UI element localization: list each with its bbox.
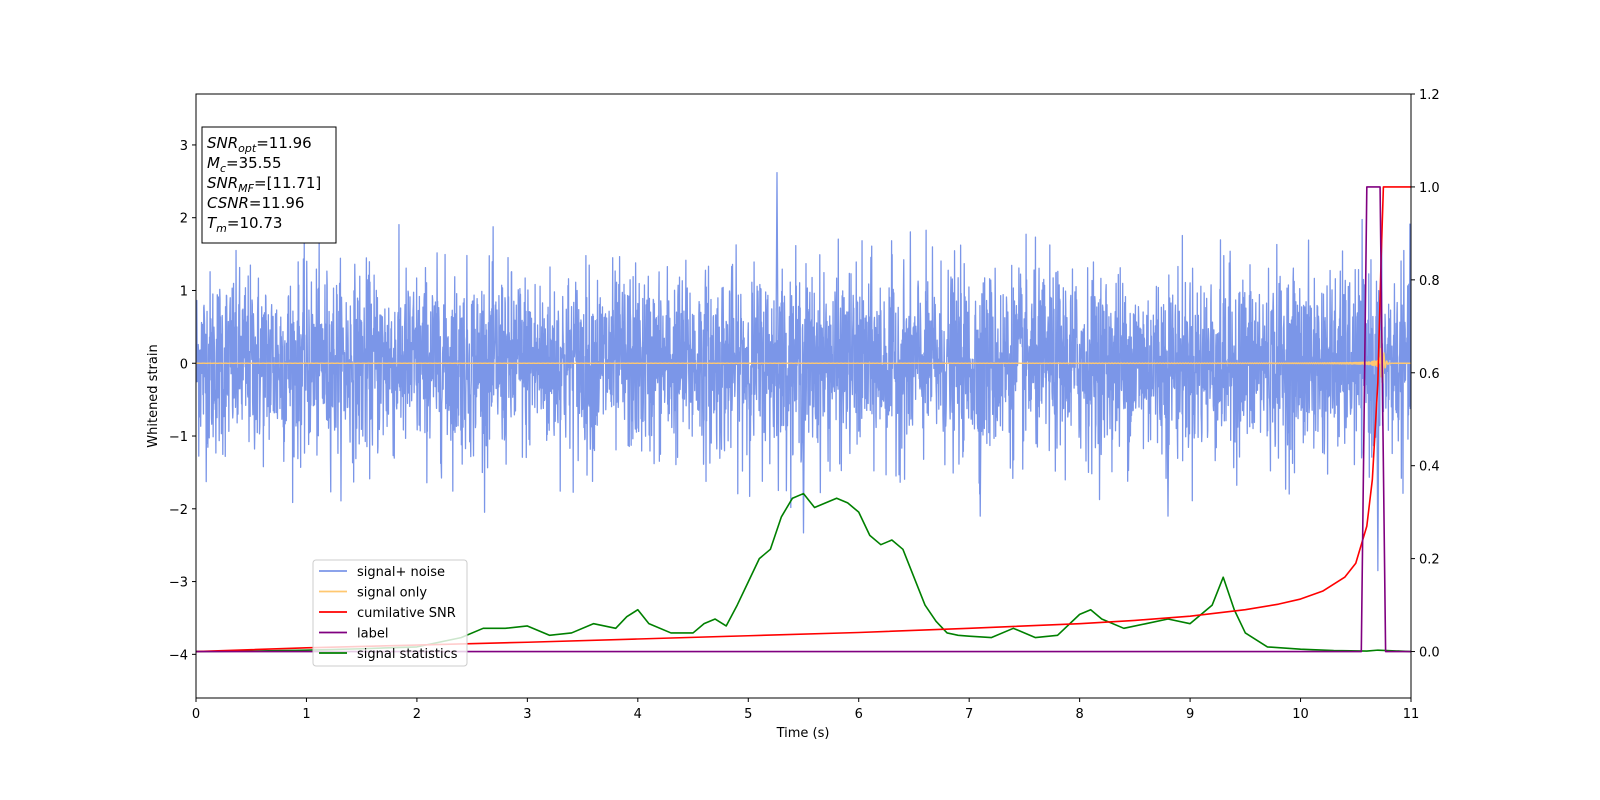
y-left-tick-label: −4 [169, 648, 188, 663]
legend-frame [312, 559, 468, 667]
y-left-tick-label: 3 [180, 139, 188, 154]
x-tick-label: 3 [523, 707, 531, 722]
series-line-cumilative-snr [196, 186, 1411, 653]
info-box-frame [201, 126, 337, 244]
series-line-label [196, 186, 1411, 653]
info-box-line: CSNR=11.96 [207, 194, 304, 212]
legend-label: signal only [357, 586, 427, 601]
right-axis-series [196, 186, 1411, 653]
x-tick-label: 1 [302, 707, 310, 722]
y-axis-left: −4 −3 −2 −1 0 1 2 3 [169, 139, 196, 663]
series-signal-noise [196, 171, 1411, 572]
x-tick-label: 0 [192, 707, 200, 722]
y-right-tick-label: 0.8 [1419, 274, 1440, 289]
y-right-tick-label: 0.4 [1419, 460, 1440, 475]
legend-label: signal statistics [357, 647, 458, 662]
y-left-tick-label: −3 [169, 576, 188, 591]
x-tick-label: 9 [1186, 707, 1194, 722]
y-left-tick-label: −2 [169, 503, 188, 518]
info-box-line: Mc=35.55 [207, 154, 282, 175]
y-left-tick-label: 2 [180, 212, 188, 227]
y-axis-right: 0.0 0.2 0.4 0.6 0.8 1.0 1.2 [1411, 88, 1440, 661]
info-box-line: Tm=10.73 [207, 214, 282, 235]
y-left-tick-label: 1 [180, 284, 188, 299]
info-box: SNRopt=11.96Mc=35.55SNRMF=[11.71]CSNR=11… [201, 126, 337, 244]
plot-frame [195, 93, 1412, 699]
x-tick-label: 4 [634, 707, 642, 722]
legend-label: cumilative SNR [357, 606, 456, 621]
y-right-tick-label: 0.6 [1419, 367, 1440, 382]
y-left-tick-label: 0 [180, 357, 188, 372]
x-tick-label: 6 [855, 707, 863, 722]
series-line-signal-noise [196, 171, 1411, 572]
y-right-tick-label: 1.2 [1419, 88, 1440, 103]
x-axis-title: Time (s) [776, 726, 830, 741]
series-line-signal-statistics [196, 492, 1411, 653]
info-box-line: SNRMF=[11.71] [207, 174, 321, 195]
x-tick-label: 5 [744, 707, 752, 722]
legend-label: label [357, 627, 388, 642]
x-tick-label: 7 [965, 707, 973, 722]
x-tick-label: 10 [1292, 707, 1309, 722]
series-signal-only [196, 329, 1411, 384]
y-right-tick-label: 1.0 [1419, 181, 1440, 196]
info-box-line: SNRopt=11.96 [207, 134, 312, 155]
series-line-signal-only [196, 329, 1411, 384]
x-tick-label: 2 [413, 707, 421, 722]
x-tick-label: 8 [1075, 707, 1083, 722]
y-right-tick-label: 0.2 [1419, 553, 1440, 568]
x-axis: 0 1 2 3 4 5 6 7 8 9 10 11 [192, 698, 1419, 722]
legend-label: signal+ noise [357, 565, 445, 580]
x-tick-label: 11 [1403, 707, 1420, 722]
y-left-tick-label: −1 [169, 430, 188, 445]
y-axis-title: Whitened strain [146, 344, 161, 447]
legend: signal+ noise signal only cumilative SNR la… [312, 559, 468, 667]
y-right-tick-label: 0.0 [1419, 646, 1440, 661]
